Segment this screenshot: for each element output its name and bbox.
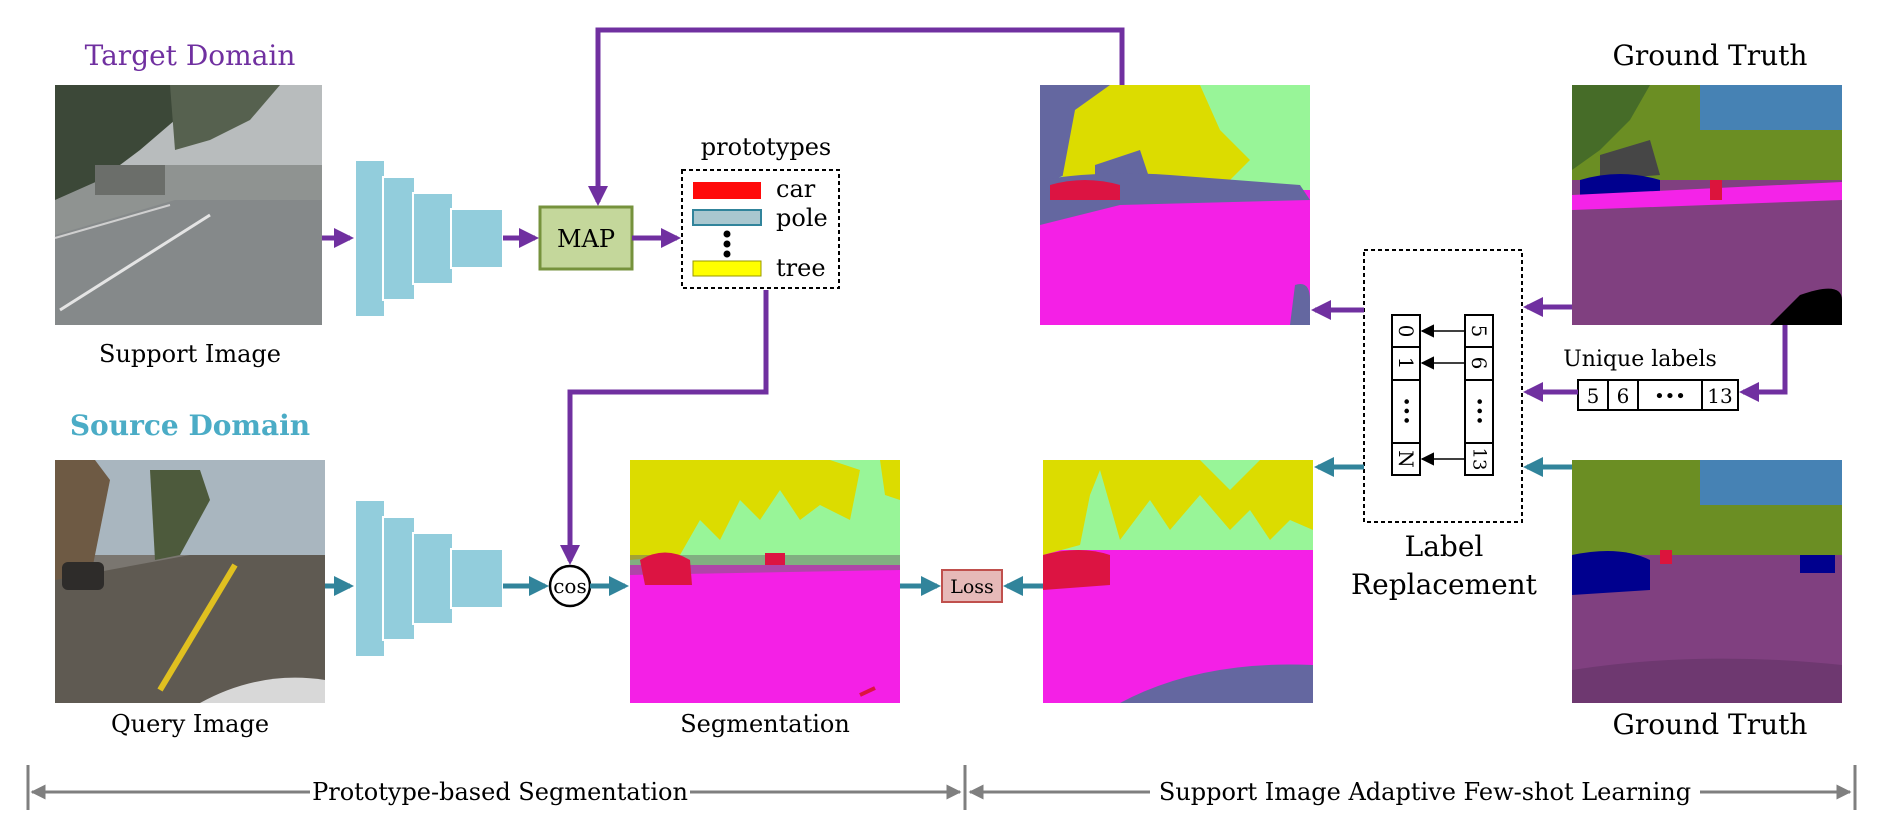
target-encoder xyxy=(354,159,504,318)
support-image-caption: Support Image xyxy=(99,340,281,368)
replacement-left-1: 1 xyxy=(1394,357,1418,370)
replacement-left-n: N xyxy=(1394,450,1418,468)
replacement-right-column xyxy=(1464,314,1494,476)
prototypes-title: prototypes xyxy=(701,133,831,161)
prototype-label-pole: pole xyxy=(776,204,828,232)
section-label-prototype-segmentation: Prototype-based Segmentation xyxy=(312,778,688,806)
cos-label: cos xyxy=(553,574,587,598)
prototype-label-tree: tree xyxy=(776,254,826,282)
prototype-swatch-car xyxy=(693,182,761,199)
replacement-right-1: 6 xyxy=(1467,357,1491,370)
unique-label-1: 6 xyxy=(1617,384,1630,408)
prototype-ellipsis-dots xyxy=(723,230,731,258)
prototype-swatch-tree xyxy=(692,260,762,277)
query-image-caption: Query Image xyxy=(111,710,269,738)
unique-labels-row xyxy=(1577,379,1739,411)
target-replaced-label-map xyxy=(1040,85,1310,325)
replacement-right-3: 13 xyxy=(1469,448,1490,471)
query-segmentation-map xyxy=(630,460,900,703)
source-flow-arrows xyxy=(325,457,1572,596)
ground-truth-top-caption: Ground Truth xyxy=(1613,39,1808,72)
label-replacement-caption-line1: Label xyxy=(1405,530,1484,563)
map-label: MAP xyxy=(557,225,615,253)
label-replacement-caption-line2: Replacement xyxy=(1351,568,1538,601)
ground-truth-target-map xyxy=(1572,85,1842,325)
section-label-adaptive-few-shot: Support Image Adaptive Few-shot Learning xyxy=(1159,778,1691,806)
ground-truth-bottom-caption: Ground Truth xyxy=(1613,708,1808,741)
source-replaced-label-map xyxy=(1043,460,1313,703)
replacement-left-column xyxy=(1391,314,1421,476)
prototype-label-car: car xyxy=(776,175,816,203)
replacement-left-0: 0 xyxy=(1394,325,1418,338)
replacement-right-0: 5 xyxy=(1467,325,1491,338)
ground-truth-source-map xyxy=(1572,460,1842,703)
section-brackets xyxy=(26,765,1857,810)
source-domain-title: Source Domain xyxy=(70,409,310,442)
segmentation-caption: Segmentation xyxy=(680,710,850,738)
map-node xyxy=(538,205,634,271)
prototype-swatch-pole xyxy=(692,209,762,226)
label-replacement-box xyxy=(1363,249,1523,523)
target-flow-arrows xyxy=(322,27,1788,565)
replacement-right-ellipsis: ••• xyxy=(1470,397,1489,425)
unique-labels-caption: Unique labels xyxy=(1563,347,1717,372)
support-image xyxy=(54,85,322,325)
unique-label-3: 13 xyxy=(1707,384,1732,408)
replacement-mapping-arrows xyxy=(1420,324,1465,466)
loss-node xyxy=(941,569,1003,603)
query-image xyxy=(55,460,325,703)
target-domain-title: Target Domain xyxy=(85,39,296,72)
loss-label: Loss xyxy=(950,576,994,598)
replacement-left-ellipsis: ••• xyxy=(1397,397,1416,425)
unique-label-0: 5 xyxy=(1587,384,1600,408)
unique-label-ellipsis: ••• xyxy=(1654,386,1686,407)
source-encoder xyxy=(354,499,504,658)
